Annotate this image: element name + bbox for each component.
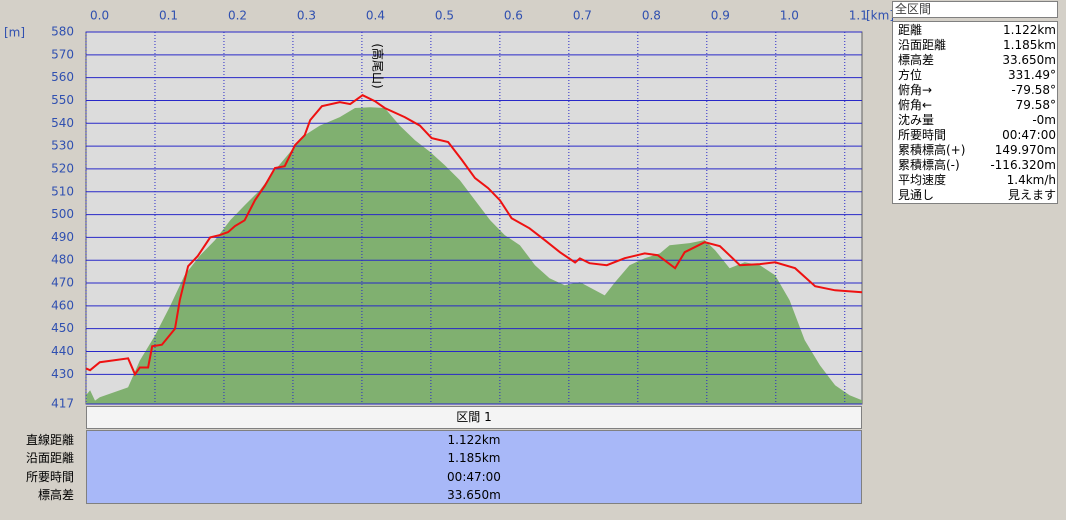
row-value: 00:47:00 xyxy=(447,469,501,484)
x-tick-label: 0.0 xyxy=(90,9,109,23)
panel-value: 1.122km xyxy=(1003,23,1056,37)
y-tick-label: 580 xyxy=(51,25,74,39)
x-tick-label: 0.1 xyxy=(159,9,178,23)
panel-label: 見通し xyxy=(898,188,935,202)
panel-label: 標高差 xyxy=(898,53,935,67)
panel-label: 累積標高(+) xyxy=(898,143,966,157)
panel-label: 所要時間 xyxy=(898,128,947,142)
panel-label: 俯角→ xyxy=(898,83,933,97)
panel-label: 俯角← xyxy=(898,98,933,112)
panel-value: -0m xyxy=(1032,113,1056,127)
x-tick-label: 0.4 xyxy=(366,9,385,23)
y-tick-label: 570 xyxy=(51,47,74,61)
panel-value: 33.650m xyxy=(1002,53,1056,67)
y-axis-label: [m] xyxy=(4,26,25,40)
y-tick-label: 540 xyxy=(51,116,74,130)
panel-label: 平均速度 xyxy=(898,173,947,187)
panel-label: 沈み量 xyxy=(898,113,935,127)
panel-value: 331.49° xyxy=(1008,68,1056,82)
panel-value: 1.185km xyxy=(1003,38,1056,52)
x-tick-label: 0.2 xyxy=(228,9,247,23)
row-value: 1.185km xyxy=(447,451,501,466)
annotation: (高尾山) xyxy=(371,43,386,88)
x-tick-label: 0.5 xyxy=(435,9,454,23)
y-tick-label: 480 xyxy=(51,253,74,267)
row-label: 標高差 xyxy=(37,487,74,502)
panel-value: -116.320m xyxy=(990,158,1056,172)
y-tick-label: 417 xyxy=(51,397,74,411)
panel-label: 累積標高(-) xyxy=(898,158,960,172)
panel-label: 距離 xyxy=(898,23,923,37)
table-body xyxy=(86,430,862,504)
row-label: 沿面距離 xyxy=(25,451,74,466)
y-tick-label: 460 xyxy=(51,298,74,312)
y-tick-label: 440 xyxy=(51,344,74,358)
row-value: 1.122km xyxy=(447,433,501,447)
y-tick-label: 560 xyxy=(51,70,74,84)
panel-box xyxy=(892,21,1058,204)
x-tick-label: 0.7 xyxy=(573,9,592,23)
x-tick-label: 0.9 xyxy=(711,9,730,23)
x-tick-label: 0.6 xyxy=(504,9,523,23)
terrain-area xyxy=(86,107,862,405)
row-value: 33.650m xyxy=(447,487,501,502)
y-tick-label: 500 xyxy=(51,207,74,221)
panel-value: 00:47:00 xyxy=(1002,128,1056,142)
y-tick-label: 450 xyxy=(51,321,74,335)
row-label: 所要時間 xyxy=(25,469,74,484)
panel-value: -79.58° xyxy=(1011,83,1056,97)
panel-title: 全区間 xyxy=(892,1,1058,18)
row-label: 直線距離 xyxy=(25,433,74,447)
y-tick-label: 490 xyxy=(51,230,74,244)
table-header: 区間 1 xyxy=(86,406,862,429)
x-tick-label: 0.3 xyxy=(297,9,316,23)
x-axis-label: [km] xyxy=(866,9,894,23)
y-tick-label: 470 xyxy=(51,276,74,290)
y-tick-label: 520 xyxy=(51,161,74,175)
route-line xyxy=(85,94,863,377)
panel-value: 見えます xyxy=(1007,188,1056,202)
x-tick-label: 1.1 xyxy=(849,9,868,23)
y-tick-label: 530 xyxy=(51,139,74,153)
panel-value: 1.4km/h xyxy=(1006,173,1056,187)
panel-value: 149.970m xyxy=(994,143,1056,157)
y-tick-label: 510 xyxy=(51,184,74,198)
y-tick-label: 550 xyxy=(51,93,74,107)
panel-value: 79.58° xyxy=(1015,98,1056,112)
x-tick-label: 1.0 xyxy=(780,9,799,23)
panel-label: 沿面距離 xyxy=(898,38,947,52)
x-tick-label: 0.8 xyxy=(642,9,661,23)
panel-label: 方位 xyxy=(898,68,923,82)
y-tick-label: 430 xyxy=(51,367,74,381)
